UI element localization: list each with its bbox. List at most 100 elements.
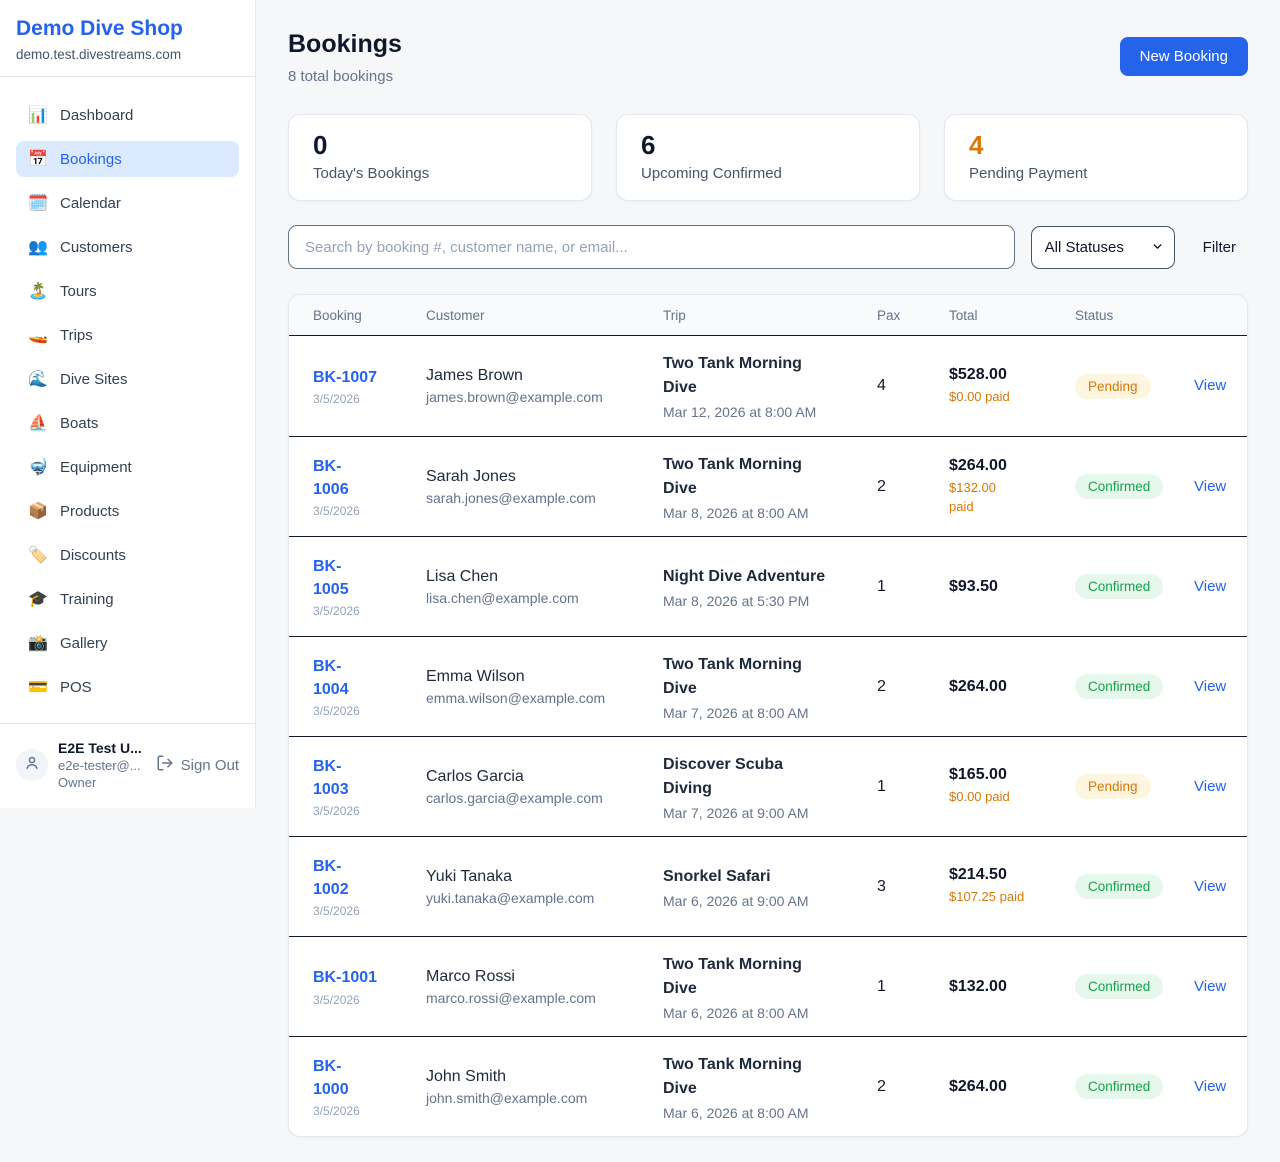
trip-datetime: Mar 6, 2026 at 9:00 AM (663, 892, 809, 909)
discounts-icon: 🏷️ (28, 547, 48, 564)
view-link[interactable]: View (1194, 777, 1227, 795)
sidebar-item-customers[interactable]: 👥 Customers (16, 229, 239, 265)
view-link[interactable]: View (1194, 977, 1227, 995)
booking-date: 3/5/2026 (313, 392, 360, 407)
table-row: BK-1001 3/5/2026 Marco Rossi marco.rossi… (289, 936, 1247, 1036)
pos-icon: 💳 (28, 679, 48, 696)
booking-date: 3/5/2026 (313, 904, 360, 919)
trip-name: Two Tank Morning Dive (663, 655, 802, 697)
sidebar-item-label: Trips (60, 326, 93, 344)
sidebar-item-label: Products (60, 502, 120, 520)
booking-id-link[interactable]: BK- 1004 (313, 657, 349, 698)
sidebar-item-products[interactable]: 📦 Products (16, 493, 239, 529)
column-header-status: Status (1075, 307, 1114, 323)
trip-datetime: Mar 12, 2026 at 8:00 AM (663, 404, 817, 420)
trip-datetime: Mar 7, 2026 at 8:00 AM (663, 704, 809, 721)
trip-name: Discover Scuba Diving (663, 755, 784, 797)
trip-name: Two Tank Morning Dive (663, 355, 802, 396)
sidebar-item-trips[interactable]: 🚤 Trips (16, 317, 239, 353)
customers-icon: 👥 (28, 239, 48, 256)
booking-id-link[interactable]: BK-1007 (313, 368, 378, 386)
sidebar-item-boats[interactable]: ⛵ Boats (16, 405, 239, 441)
sidebar-item-dashboard[interactable]: 📊 Dashboard (16, 97, 239, 133)
filter-button[interactable]: Filter (1191, 239, 1248, 256)
column-header-pax: Pax (877, 307, 901, 323)
status-filter-select[interactable]: All Statuses (1030, 225, 1175, 269)
trip-datetime: Mar 8, 2026 at 8:00 AM (663, 504, 809, 521)
booking-id-link[interactable]: BK-1001 (313, 969, 378, 987)
brand-domain: demo.test.divestreams.com (16, 47, 182, 62)
sidebar-item-discounts[interactable]: 🏷️ Discounts (16, 537, 239, 573)
paid-amount: $107.25 paid (949, 889, 1025, 905)
pax-count: 2 (877, 477, 886, 495)
customer-email: yuki.tanaka@example.com (426, 889, 595, 906)
trip-name: Two Tank Morning Dive (663, 455, 802, 497)
stat-card-upcoming-confirmed: 6 Upcoming Confirmed (616, 114, 920, 201)
avatar (16, 749, 48, 781)
search-input[interactable] (288, 225, 1015, 269)
table-row: BK- 1003 3/5/2026 Carlos Garcia carlos.ga… (289, 736, 1247, 836)
view-link[interactable]: View (1194, 477, 1227, 495)
dive-sites-icon: 🌊 (28, 371, 48, 388)
booking-date: 3/5/2026 (313, 504, 360, 519)
sidebar-item-label: Equipment (60, 458, 132, 476)
status-badge: Confirmed (1075, 574, 1164, 599)
booking-id-link[interactable]: BK- 1000 (313, 1057, 349, 1098)
customer-email: carlos.garcia@example.com (426, 789, 603, 806)
stat-label: Pending Payment (969, 165, 1088, 182)
booking-date: 3/5/2026 (313, 1104, 360, 1119)
customer-name: Carlos Garcia (426, 767, 524, 785)
booking-id-link[interactable]: BK- 1006 (313, 457, 349, 498)
customer-name: Yuki Tanaka (426, 867, 512, 885)
view-link[interactable]: View (1194, 577, 1227, 595)
sidebar-item-label: Tours (60, 282, 97, 300)
sidebar-item-label: Dashboard (60, 106, 134, 124)
new-booking-button[interactable]: New Booking (1119, 37, 1248, 76)
stat-card-pending-payment: 4 Pending Payment (944, 114, 1248, 201)
status-badge: Confirmed (1075, 474, 1164, 499)
view-link[interactable]: View (1194, 1077, 1227, 1095)
table-row: BK- 1000 3/5/2026 John Smith john.smith@e… (289, 1036, 1247, 1136)
customer-name: Sarah Jones (426, 467, 516, 485)
sidebar-item-training[interactable]: 🎓 Training (16, 581, 239, 617)
sidebar-item-equipment[interactable]: 🤿 Equipment (16, 449, 239, 485)
trip-datetime: Mar 7, 2026 at 9:00 AM (663, 804, 809, 821)
sidebar-item-label: Bookings (60, 150, 122, 168)
view-link[interactable]: View (1194, 377, 1227, 394)
table-body: BK-1007 3/5/2026 James Brown james.brown… (289, 336, 1247, 1136)
total-amount: $264.00 (949, 677, 1007, 695)
table-row: BK- 1002 3/5/2026 Yuki Tanaka yuki.tanaka… (289, 836, 1247, 936)
trip-datetime: Mar 6, 2026 at 8:00 AM (663, 1104, 809, 1121)
booking-date: 3/5/2026 (313, 804, 360, 819)
gallery-icon: 📸 (28, 635, 48, 652)
tours-icon: 🏝️ (28, 283, 48, 300)
booking-id-link[interactable]: BK- 1005 (313, 557, 349, 598)
customer-name: Lisa Chen (426, 567, 499, 585)
table-row: BK- 1006 3/5/2026 Sarah Jones sarah.jones… (289, 436, 1247, 536)
bookings-icon: 📅 (28, 151, 48, 168)
total-amount: $214.50 (949, 866, 1007, 884)
sidebar-item-label: Customers (60, 238, 133, 256)
sidebar-item-calendar[interactable]: 🗓️ Calendar (16, 185, 239, 221)
stat-label: Today's Bookings (313, 165, 430, 182)
booking-id-link[interactable]: BK- 1003 (313, 757, 349, 798)
sign-out-button[interactable]: Sign Out (156, 754, 239, 776)
sidebar-item-gallery[interactable]: 📸 Gallery (16, 625, 239, 661)
status-badge: Confirmed (1075, 674, 1164, 699)
table-row: BK- 1004 3/5/2026 Emma Wilson emma.wilson… (289, 636, 1247, 736)
view-link[interactable]: View (1194, 677, 1227, 695)
sidebar-item-bookings[interactable]: 📅 Bookings (16, 141, 239, 177)
trip-name: Two Tank Morning Dive (663, 1055, 802, 1097)
stat-value: 0 (313, 130, 328, 160)
user-icon (23, 754, 41, 777)
sidebar-nav: 📊 Dashboard 📅 Bookings 🗓️ Calendar 👥 Cus… (0, 77, 255, 723)
main-content: Bookings 8 total bookings New Booking 0 … (256, 0, 1280, 1137)
sidebar-item-tours[interactable]: 🏝️ Tours (16, 273, 239, 309)
pax-count: 1 (877, 977, 886, 995)
sidebar-item-dive-sites[interactable]: 🌊 Dive Sites (16, 361, 239, 397)
dashboard-icon: 📊 (28, 107, 48, 124)
booking-id-link[interactable]: BK- 1002 (313, 857, 349, 898)
paid-amount: $0.00 paid (949, 789, 1010, 805)
view-link[interactable]: View (1194, 877, 1227, 895)
sidebar-item-pos[interactable]: 💳 POS (16, 669, 239, 705)
